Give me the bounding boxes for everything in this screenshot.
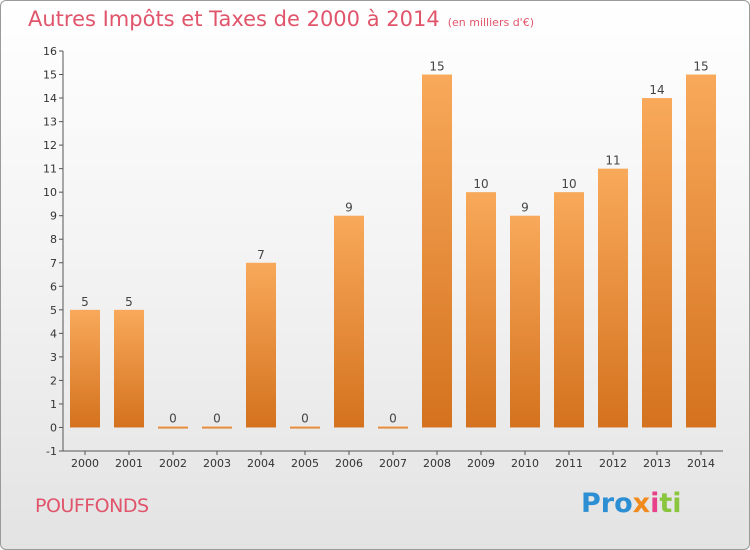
bar-value-label: 7: [257, 248, 265, 262]
x-tick-label: 2011: [555, 457, 583, 470]
bar: [510, 215, 540, 428]
y-tick-label: 16: [43, 45, 57, 58]
y-tick-label: 7: [50, 257, 57, 270]
x-tick-label: 2004: [247, 457, 275, 470]
bar: [598, 168, 628, 428]
y-tick-label: 2: [50, 374, 57, 387]
x-tick-label: 2014: [687, 457, 715, 470]
logo-part-1: Pro: [581, 488, 633, 519]
y-tick-label: 3: [50, 351, 57, 364]
bar-value-label: 0: [213, 411, 221, 425]
x-tick-label: 2013: [643, 457, 671, 470]
x-tick-label: 2007: [379, 457, 407, 470]
y-tick-label: 6: [50, 280, 57, 293]
chart-title: Autres Impôts et Taxes de 2000 à 2014 (en…: [28, 7, 534, 31]
y-tick-label: 10: [43, 186, 57, 199]
y-tick-label: 15: [43, 69, 57, 82]
x-tick-label: 2002: [159, 457, 187, 470]
bar-value-label: 0: [301, 411, 309, 425]
y-tick-label: 0: [50, 421, 57, 434]
bar-value-label: 9: [521, 201, 529, 215]
x-tick-label: 2001: [115, 457, 143, 470]
bar-value-label: 15: [693, 60, 708, 74]
y-tick-label: 11: [43, 163, 57, 176]
x-tick-label: 2000: [71, 457, 99, 470]
x-tick-label: 2006: [335, 457, 363, 470]
logo-part-2: x: [632, 488, 651, 519]
proxiti-logo: Proxiti: [581, 488, 682, 519]
bar-value-label: 10: [561, 177, 576, 191]
y-tick-label: 13: [43, 116, 57, 129]
x-tick-label: 2010: [511, 457, 539, 470]
bar-value-label: 5: [81, 295, 89, 309]
bar: [202, 426, 232, 429]
x-tick-label: 2003: [203, 457, 231, 470]
bar: [686, 74, 716, 428]
bar-value-label: 11: [605, 154, 620, 168]
y-tick-label: 4: [50, 327, 57, 340]
y-tick-label: -1: [46, 445, 57, 458]
bar-value-label: 5: [125, 295, 133, 309]
bar: [246, 262, 276, 428]
bar: [554, 192, 584, 428]
bar-value-label: 15: [429, 60, 444, 74]
y-tick-label: 5: [50, 304, 57, 317]
bar: [642, 98, 672, 428]
bar: [114, 309, 144, 428]
bar: [334, 215, 364, 428]
bar: [158, 426, 188, 429]
chart-title-unit: (en milliers d'€): [447, 16, 534, 29]
commune-name: POUFFONDS: [35, 495, 149, 517]
chart-title-text: Autres Impôts et Taxes de 2000 à 2014: [28, 7, 440, 31]
y-tick-label: 14: [43, 92, 57, 105]
bar-value-label: 10: [473, 177, 488, 191]
y-tick-label: 12: [43, 139, 57, 152]
bar-value-label: 9: [345, 201, 353, 215]
bar: [290, 426, 320, 429]
bar-value-label: 14: [649, 83, 664, 97]
bar-value-label: 0: [169, 411, 177, 425]
bar-value-label: 0: [389, 411, 397, 425]
y-tick-label: 1: [50, 398, 57, 411]
bar: [378, 426, 408, 429]
y-tick-label: 9: [50, 210, 57, 223]
x-tick-label: 2009: [467, 457, 495, 470]
y-tick-label: 8: [50, 233, 57, 246]
x-tick-label: 2005: [291, 457, 319, 470]
bar: [422, 74, 452, 428]
x-tick-label: 2012: [599, 457, 627, 470]
logo-part-4: ti: [659, 488, 682, 519]
logo-part-3: i: [650, 488, 660, 519]
x-tick-label: 2008: [423, 457, 451, 470]
bar: [466, 192, 496, 428]
bar: [70, 309, 100, 428]
